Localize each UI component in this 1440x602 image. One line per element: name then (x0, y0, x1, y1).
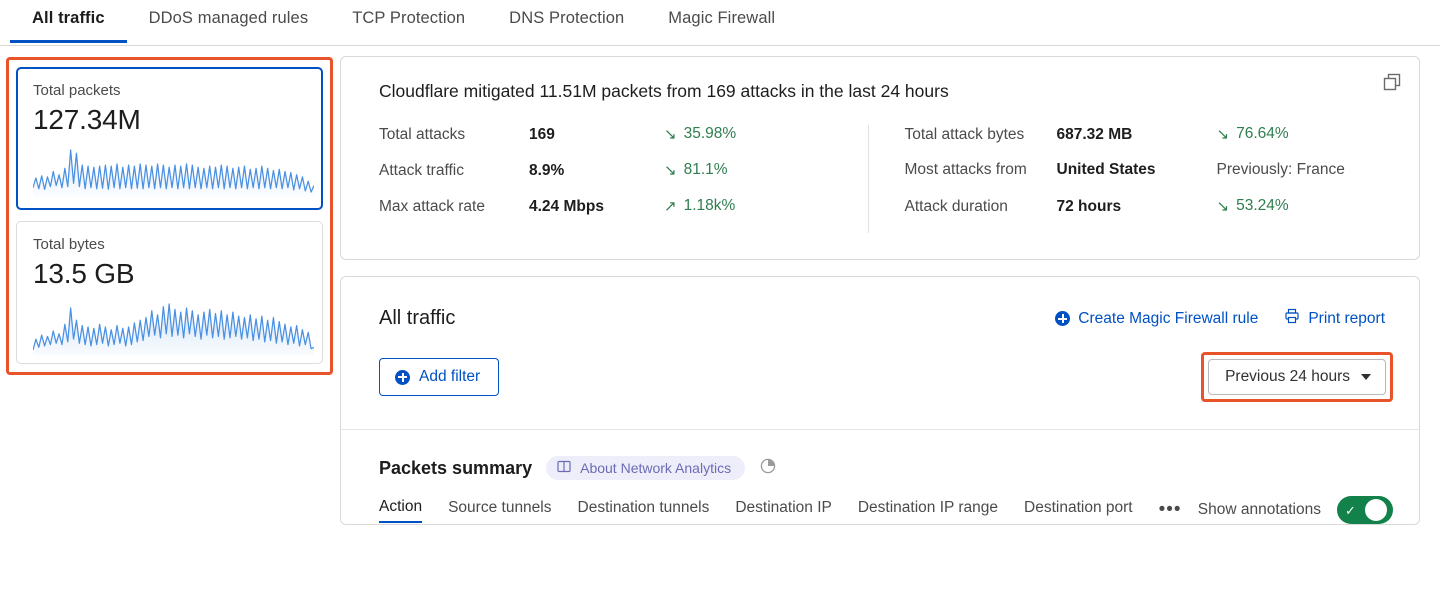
stat-delta: ↘ 35.98% (664, 125, 736, 143)
metric-cards-column: Total packets 127.34M Total bytes 13.5 G… (0, 56, 340, 375)
trend-down-icon: ↘ (1216, 197, 1230, 215)
create-rule-label: Create Magic Firewall rule (1078, 309, 1259, 327)
attack-summary-body: Cloudflare mitigated 11.51M packets from… (341, 57, 1419, 259)
stat-row-attack-duration: Attack duration 72 hours ↘ 53.24% (905, 197, 1394, 233)
attack-summary-panel: Cloudflare mitigated 11.51M packets from… (340, 56, 1420, 260)
print-report-button[interactable]: Print report (1284, 308, 1385, 329)
attack-stats-right-column: Total attack bytes 687.32 MB ↘ 76.64% Mo… (867, 125, 1394, 233)
panel-divider (341, 429, 1419, 430)
add-filter-label: Add filter (419, 368, 481, 385)
attack-stats: Total attacks 169 ↘ 35.98% Attack traffi… (379, 125, 1393, 233)
stat-delta: Previously: France (1217, 161, 1345, 179)
page-body: Total packets 127.34M Total bytes 13.5 G… (0, 46, 1440, 602)
stat-value: 72 hours (1056, 197, 1122, 215)
metric-card-value: 13.5 GB (33, 258, 135, 289)
check-icon: ✓ (1345, 502, 1356, 518)
create-magic-firewall-rule-button[interactable]: Create Magic Firewall rule (1055, 310, 1258, 328)
metric-card-total-packets[interactable]: Total packets 127.34M (16, 67, 323, 210)
time-range-select[interactable]: Previous 24 hours (1208, 359, 1386, 395)
plus-circle-icon (395, 369, 410, 385)
subtab-destination-tunnels[interactable]: Destination tunnels (577, 498, 710, 516)
show-annotations-control: Show annotations ✓ (1198, 496, 1393, 524)
packets-summary-header: Packets summary About Network Analytics (341, 430, 1419, 480)
stat-label: Total attack bytes (904, 125, 1025, 143)
plus-circle-icon (1055, 311, 1071, 326)
main-tab-bar: All traffic DDoS managed rules TCP Prote… (0, 0, 1440, 46)
stat-row-most-attacks-from: Most attacks from United States Previous… (905, 161, 1394, 197)
subtab-destination-ip[interactable]: Destination IP (735, 498, 832, 516)
filter-row: Add filter Previous 24 hours (341, 330, 1419, 402)
printer-icon (1284, 308, 1300, 329)
trend-up-icon: ↗ (664, 197, 677, 215)
show-annotations-toggle[interactable]: ✓ (1337, 496, 1393, 524)
toggle-knob (1365, 499, 1387, 521)
stat-label: Most attacks from (904, 161, 1027, 178)
time-range-value: Previous 24 hours (1225, 368, 1350, 385)
stat-label: Attack traffic (379, 161, 464, 179)
trend-down-icon: ↘ (664, 161, 677, 179)
show-annotations-label: Show annotations (1197, 501, 1321, 518)
metric-cards-annotation-box: Total packets 127.34M Total bytes 13.5 G… (6, 57, 333, 375)
attack-stats-left-column: Total attacks 169 ↘ 35.98% Attack traffi… (379, 125, 868, 233)
attack-summary-headline: Cloudflare mitigated 11.51M packets from… (379, 81, 949, 101)
stat-delta: ↘ 53.24% (1217, 197, 1289, 215)
packets-summary-title: Packets summary (379, 457, 533, 478)
stat-delta-value: 1.18k% (683, 197, 736, 214)
tab-dns-protection[interactable]: DNS Protection (509, 9, 625, 27)
chevron-down-icon (1361, 374, 1371, 380)
packets-summary-subtabs-row: Action Source tunnels Destination tunnel… (341, 480, 1419, 524)
stat-label: Attack duration (904, 197, 1008, 215)
stat-delta: ↘ 81.1% (664, 161, 728, 179)
tab-all-traffic[interactable]: All traffic (10, 0, 127, 43)
stat-row-max-attack-rate: Max attack rate 4.24 Mbps ↗ 1.18k% (379, 197, 868, 233)
stat-delta: ↘ 76.64% (1217, 125, 1289, 143)
subtab-destination-port[interactable]: Destination port (1024, 498, 1133, 516)
stat-value: 169 (529, 125, 555, 143)
trend-down-icon: ↘ (1216, 125, 1230, 143)
book-icon (557, 460, 571, 476)
all-traffic-header-actions: Create Magic Firewall rule Print report (1055, 308, 1385, 329)
pie-chart-icon[interactable] (759, 457, 777, 480)
stat-delta-value: 35.98% (683, 125, 737, 142)
stat-label: Total attacks (379, 125, 466, 143)
subtab-source-tunnels[interactable]: Source tunnels (448, 498, 552, 516)
stat-row-total-attacks: Total attacks 169 ↘ 35.98% (379, 125, 868, 161)
metric-card-total-bytes[interactable]: Total bytes 13.5 GB (16, 221, 323, 364)
stat-value: 8.9% (529, 161, 565, 179)
all-traffic-panel: All traffic Create Magic Firewall rule (340, 276, 1420, 525)
stat-row-total-attack-bytes: Total attack bytes 687.32 MB ↘ 76.64% (905, 125, 1394, 161)
stat-value: 687.32 MB (1056, 125, 1133, 143)
add-filter-button[interactable]: Add filter (379, 358, 500, 396)
subtab-action[interactable]: Action (379, 498, 423, 523)
print-report-label: Print report (1308, 309, 1385, 327)
total-packets-sparkline (33, 149, 314, 197)
stat-delta-value: Previously: France (1216, 161, 1345, 178)
metric-card-label: Total bytes (33, 236, 105, 253)
stat-value: 4.24 Mbps (529, 197, 604, 215)
packets-summary-subtabs: Action Source tunnels Destination tunnel… (379, 498, 1182, 523)
stat-value: United States (1056, 161, 1156, 178)
about-label: About Network Analytics (580, 460, 732, 476)
stat-label: Max attack rate (379, 197, 485, 215)
metric-card-value: 127.34M (33, 104, 141, 135)
stat-delta-value: 53.24% (1236, 197, 1289, 214)
tab-tcp-protection[interactable]: TCP Protection (352, 9, 466, 27)
all-traffic-title: All traffic (379, 307, 456, 329)
copy-icon[interactable] (1381, 71, 1403, 93)
all-traffic-header: All traffic Create Magic Firewall rule (341, 277, 1419, 330)
stat-row-attack-traffic: Attack traffic 8.9% ↘ 81.1% (379, 161, 868, 197)
stat-delta-value: 81.1% (683, 161, 728, 178)
tab-magic-firewall[interactable]: Magic Firewall (668, 9, 776, 27)
stat-delta: ↗ 1.18k% (664, 197, 735, 215)
subtab-destination-ip-range[interactable]: Destination IP range (857, 498, 999, 516)
trend-down-icon: ↘ (664, 125, 677, 143)
more-subtabs-button[interactable]: ••• (1158, 499, 1182, 520)
metric-card-label: Total packets (33, 82, 121, 99)
total-bytes-sparkline (33, 303, 314, 355)
tab-ddos-managed-rules[interactable]: DDoS managed rules (148, 9, 309, 27)
main-content-column: Cloudflare mitigated 11.51M packets from… (340, 56, 1420, 525)
stat-delta-value: 76.64% (1236, 125, 1289, 142)
time-range-annotation-box: Previous 24 hours (1201, 352, 1393, 402)
about-network-analytics-badge[interactable]: About Network Analytics (546, 456, 746, 480)
